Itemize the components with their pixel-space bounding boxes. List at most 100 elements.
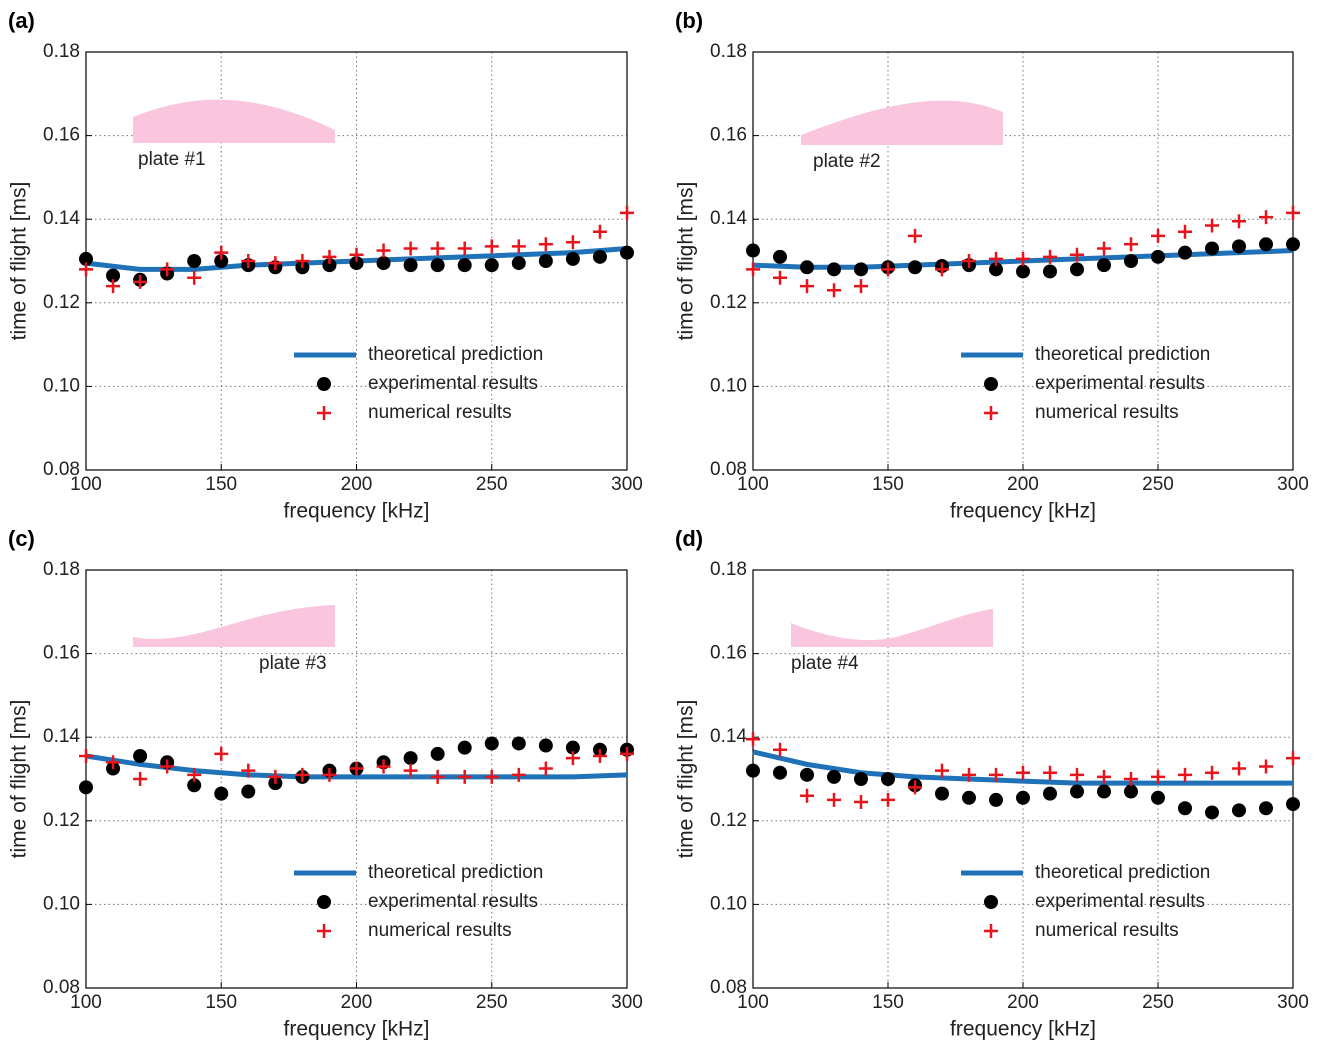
x-tick-label: 300 — [611, 474, 643, 495]
x-tick-label: 250 — [1142, 992, 1174, 1013]
y-axis-label: time of flight [ms] — [675, 182, 698, 341]
legend-label: theoretical prediction — [1035, 862, 1210, 883]
numerical-point — [484, 769, 499, 784]
numerical-point — [79, 262, 93, 277]
legend-swatch — [984, 895, 998, 909]
numerical-point — [1016, 251, 1030, 266]
x-tick-label: 250 — [476, 992, 508, 1013]
numerical-point — [133, 274, 148, 289]
experimental-point — [1232, 803, 1246, 818]
experimental-point — [214, 786, 229, 801]
numerical-point — [1097, 769, 1111, 784]
numerical-point — [160, 262, 175, 277]
x-axis-label: frequency [kHz] — [950, 500, 1096, 523]
experimental-point — [1016, 790, 1030, 805]
experimental-point — [827, 262, 841, 277]
experimental-point — [962, 790, 976, 805]
x-tick-label: 200 — [1007, 992, 1039, 1013]
experimental-point — [881, 772, 895, 786]
numerical-point — [989, 767, 1003, 782]
y-tick-label: 0.16 — [710, 643, 747, 664]
experimental-point — [935, 786, 949, 801]
numerical-point — [1232, 214, 1246, 229]
x-tick-label: 150 — [872, 474, 904, 495]
numerical-point — [908, 780, 922, 795]
legend-swatch — [317, 377, 331, 391]
legend-label: numerical results — [368, 920, 512, 941]
numerical-point — [511, 767, 526, 782]
numerical-point — [854, 794, 868, 809]
x-tick-label: 250 — [476, 474, 508, 495]
legend-label: experimental results — [1035, 373, 1205, 394]
legend-swatch — [317, 406, 331, 420]
numerical-point — [295, 767, 310, 782]
numerical-point — [268, 256, 283, 271]
numerical-point — [214, 245, 229, 260]
legend-label: experimental results — [368, 891, 538, 912]
panel-label: (b) — [675, 8, 703, 33]
numerical-point — [1043, 249, 1057, 264]
experimental-point — [989, 262, 1003, 277]
numerical-point — [1205, 218, 1219, 233]
plate-shape — [133, 605, 335, 647]
numerical-point — [962, 767, 976, 782]
experimental-point — [79, 251, 93, 266]
x-tick-label: 300 — [611, 992, 643, 1013]
experimental-point — [1124, 784, 1138, 799]
numerical-point — [935, 262, 949, 277]
experimental-point — [620, 245, 634, 260]
numerical-point — [773, 270, 787, 285]
legend-label: theoretical prediction — [1035, 344, 1210, 365]
experimental-point — [79, 780, 93, 795]
numerical-point — [511, 239, 526, 254]
plate-shape — [133, 99, 335, 143]
legend-label: numerical results — [1035, 920, 1179, 941]
theory-line — [752, 749, 1293, 786]
x-tick-label: 100 — [737, 474, 769, 495]
plate-shape — [801, 100, 1003, 145]
plate-label: plate #4 — [791, 653, 859, 674]
y-tick-label: 0.10 — [710, 893, 747, 914]
numerical-point — [214, 746, 229, 761]
y-tick-label: 0.16 — [43, 125, 80, 146]
experimental-point — [1043, 264, 1057, 279]
x-tick-label: 100 — [70, 474, 102, 495]
y-tick-label: 0.18 — [710, 559, 747, 580]
y-tick-label: 0.10 — [710, 375, 747, 396]
legend-label: theoretical prediction — [368, 862, 543, 883]
numerical-point — [403, 763, 418, 778]
experimental-point — [800, 767, 814, 782]
numerical-point — [592, 224, 607, 239]
numerical-point — [1259, 759, 1273, 774]
numerical-point — [430, 769, 445, 784]
experimental-point — [592, 249, 607, 264]
numerical-point — [457, 241, 472, 256]
experimental-point — [1232, 239, 1246, 254]
experimental-point — [214, 254, 229, 268]
numerical-point — [827, 792, 841, 807]
experimental-point — [106, 268, 121, 283]
x-tick-label: 300 — [1277, 474, 1309, 495]
y-tick-label: 0.18 — [43, 41, 80, 62]
y-tick-label: 0.14 — [43, 726, 80, 747]
y-tick-label: 0.10 — [43, 893, 80, 914]
numerical-point — [322, 767, 337, 782]
x-tick-label: 150 — [205, 474, 237, 495]
axes-frame — [752, 51, 1294, 471]
numerical-point — [800, 788, 814, 803]
axes-frame — [85, 569, 628, 989]
numerical-point — [106, 279, 121, 294]
numerical-point — [565, 235, 580, 250]
numerical-point — [800, 279, 814, 294]
y-tick-label: 0.18 — [710, 41, 747, 62]
numerical-point — [322, 249, 337, 264]
numerical-point — [1124, 237, 1138, 252]
experimental-point — [1205, 241, 1219, 256]
y-axis-label: time of flight [ms] — [8, 182, 31, 341]
experimental-point — [1259, 801, 1273, 816]
y-tick-label: 0.12 — [710, 810, 747, 831]
numerical-point — [1286, 205, 1300, 220]
numerical-point — [187, 767, 202, 782]
numerical-point — [1070, 767, 1084, 782]
numerical-point — [430, 241, 445, 256]
